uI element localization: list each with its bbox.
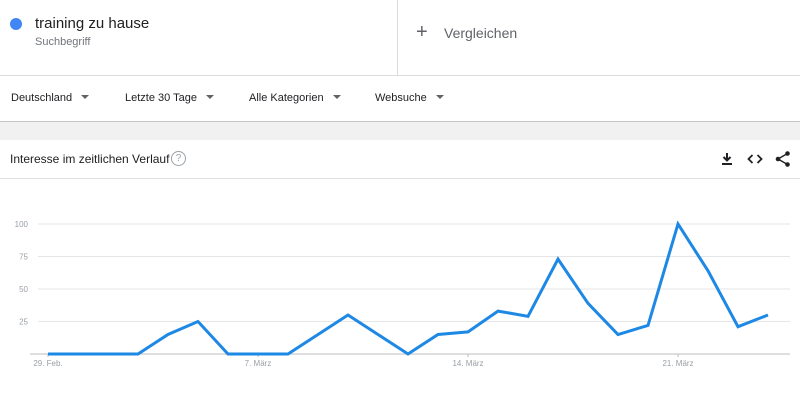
card-title: Interesse im zeitlichen Verlauf: [10, 152, 170, 166]
chevron-down-icon: [81, 95, 90, 100]
chevron-down-icon: [205, 95, 214, 100]
search-term-name[interactable]: training zu hause: [35, 15, 150, 32]
chevron-down-icon: [435, 95, 444, 100]
category-filter[interactable]: Alle Kategorien: [249, 92, 341, 104]
section-separator: [0, 122, 800, 140]
y-tick-label: 75: [19, 253, 28, 262]
compare-label: Vergleichen: [444, 25, 518, 41]
y-tick-label: 25: [19, 318, 28, 327]
filter-bar: Deutschland Letzte 30 Tage Alle Kategori…: [0, 76, 800, 122]
search-term-card[interactable]: training zu hause Suchbegriff: [0, 0, 398, 75]
search-term-bar: training zu hause Suchbegriff + Vergleic…: [0, 0, 800, 76]
interest-over-time-card: Interesse im zeitlichen Verlauf ? 25 50 75…: [0, 140, 800, 409]
region-filter-label: Deutschland: [11, 92, 73, 104]
card-divider: [0, 178, 800, 179]
y-tick-label: 50: [19, 285, 28, 294]
search-type-filter[interactable]: Websuche: [375, 92, 444, 104]
category-filter-label: Alle Kategorien: [249, 92, 324, 104]
term-color-dot: [10, 18, 22, 30]
chevron-down-icon: [332, 95, 341, 100]
share-icon[interactable]: [774, 150, 792, 168]
embed-icon[interactable]: [746, 150, 764, 168]
download-icon[interactable]: [718, 150, 736, 168]
search-type-filter-label: Websuche: [375, 92, 427, 104]
time-filter-label: Letzte 30 Tage: [125, 92, 197, 104]
x-tick-label: 21. März: [662, 359, 693, 368]
x-tick-label: 29. Feb.: [33, 359, 62, 368]
search-term-type: Suchbegriff: [35, 36, 91, 48]
series-line: [48, 220, 769, 356]
time-filter[interactable]: Letzte 30 Tage: [125, 92, 214, 104]
compare-button[interactable]: + Vergleichen: [398, 0, 800, 75]
x-tick-label: 14. März: [452, 359, 483, 368]
y-tick-label: 100: [15, 220, 29, 229]
interest-line-chart: 25 50 75 100 29. Feb. 7. März 14. März 21. März: [15, 220, 790, 368]
region-filter[interactable]: Deutschland: [11, 92, 90, 104]
plus-icon: +: [416, 21, 428, 43]
help-icon[interactable]: ?: [171, 151, 186, 166]
x-tick-label: 7. März: [245, 359, 272, 368]
